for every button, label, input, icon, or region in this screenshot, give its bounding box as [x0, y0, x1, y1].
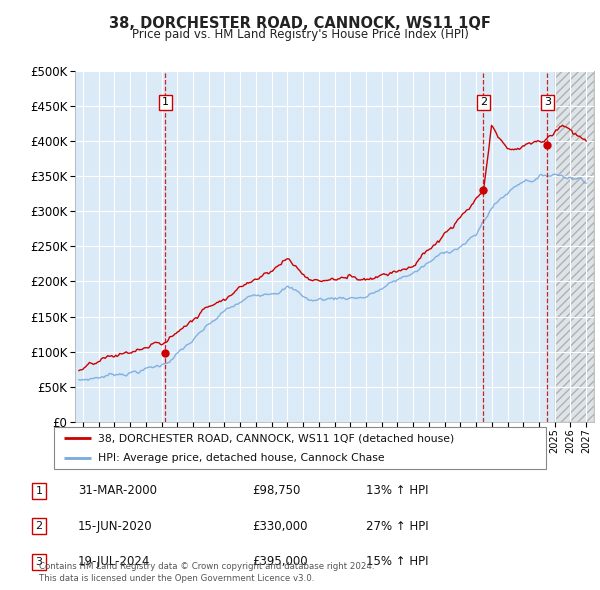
Bar — [554, 71, 594, 422]
Text: 1: 1 — [35, 486, 43, 496]
Text: 15% ↑ HPI: 15% ↑ HPI — [366, 555, 428, 568]
Text: 38, DORCHESTER ROAD, CANNOCK, WS11 1QF (detached house): 38, DORCHESTER ROAD, CANNOCK, WS11 1QF (… — [98, 433, 455, 443]
Text: 27% ↑ HPI: 27% ↑ HPI — [366, 520, 428, 533]
Text: 31-MAR-2000: 31-MAR-2000 — [78, 484, 157, 497]
Text: Price paid vs. HM Land Registry's House Price Index (HPI): Price paid vs. HM Land Registry's House … — [131, 28, 469, 41]
Text: £395,000: £395,000 — [252, 555, 308, 568]
Bar — [554, 71, 594, 422]
Text: £98,750: £98,750 — [252, 484, 301, 497]
Text: 38, DORCHESTER ROAD, CANNOCK, WS11 1QF: 38, DORCHESTER ROAD, CANNOCK, WS11 1QF — [109, 16, 491, 31]
Text: HPI: Average price, detached house, Cannock Chase: HPI: Average price, detached house, Cann… — [98, 453, 385, 463]
Text: 15-JUN-2020: 15-JUN-2020 — [78, 520, 152, 533]
Text: 13% ↑ HPI: 13% ↑ HPI — [366, 484, 428, 497]
Text: 19-JUL-2024: 19-JUL-2024 — [78, 555, 151, 568]
Text: £330,000: £330,000 — [252, 520, 308, 533]
Text: Contains HM Land Registry data © Crown copyright and database right 2024.
This d: Contains HM Land Registry data © Crown c… — [39, 562, 374, 583]
Text: 3: 3 — [35, 557, 43, 566]
Text: 1: 1 — [162, 97, 169, 107]
FancyBboxPatch shape — [54, 427, 546, 469]
Text: 2: 2 — [35, 522, 43, 531]
Text: 2: 2 — [480, 97, 487, 107]
Text: 3: 3 — [544, 97, 551, 107]
